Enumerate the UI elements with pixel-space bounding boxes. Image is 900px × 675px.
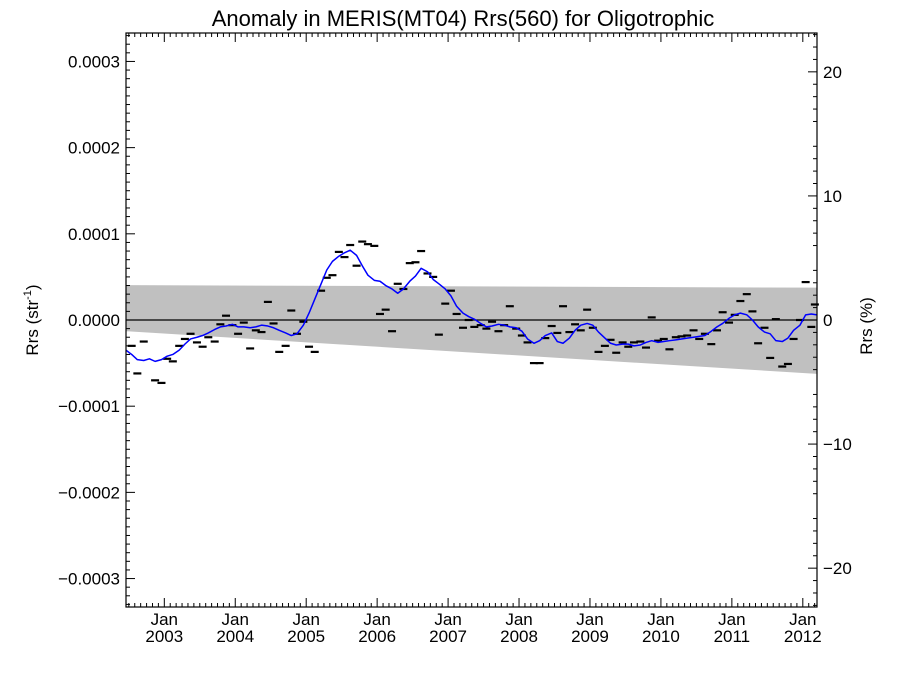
y-left-tick-label: −0.0003: [58, 570, 120, 589]
y-left-tick-label: 0.0002: [68, 139, 120, 158]
monthly-marks-layer: [127, 240, 819, 385]
x-tick-month-label: Jan: [363, 610, 390, 629]
y-right-tick-label: −20: [823, 559, 852, 578]
x-tick-month-label: Jan: [718, 610, 745, 629]
running-mean-line: [125, 249, 818, 363]
x-tick-year-label: 2004: [216, 627, 254, 646]
y-axis-left-label: Rrs (str-1): [22, 284, 42, 355]
x-tick-month-label: Jan: [576, 610, 603, 629]
y-left-tick-label: 0.0003: [68, 52, 120, 71]
x-tick-month-label: Jan: [505, 610, 532, 629]
y-axis-right-label: Rrs (%): [857, 297, 876, 355]
y-right-tick-label: 10: [823, 187, 842, 206]
chart-title: Anomaly in MERIS(MT04) Rrs(560) for Olig…: [212, 6, 714, 31]
x-tick-year-label: 2009: [571, 627, 609, 646]
y-axis-left-label-main: Rrs (str: [23, 300, 42, 356]
x-tick-year-label: 2011: [714, 627, 751, 646]
x-tick-year-label: 2005: [287, 627, 325, 646]
x-tick-month-label: Jan: [647, 610, 674, 629]
x-tick-year-label: 2010: [642, 627, 680, 646]
x-tick-month-label: Jan: [434, 610, 461, 629]
y-left-tick-label: −0.0001: [58, 397, 120, 416]
x-tick-month-label: Jan: [789, 610, 816, 629]
x-tick-year-label: 2008: [500, 627, 538, 646]
y-right-tick-label: 20: [823, 63, 842, 82]
y-axis-left-label-close: ): [23, 284, 42, 290]
x-tick-month-label: Jan: [151, 610, 178, 629]
x-tick-month-label: Jan: [292, 610, 319, 629]
y-left-tick-label: 0.0000: [68, 311, 120, 330]
y-axis-left-label-superscript: -1: [22, 290, 34, 300]
x-tick-month-label: Jan: [222, 610, 249, 629]
y-right-tick-label: −10: [823, 435, 852, 454]
y-right-tick-label: 0: [823, 311, 832, 330]
x-tick-year-label: 2006: [358, 627, 396, 646]
y-left-tick-label: 0.0001: [68, 225, 120, 244]
confidence-band-layer: [126, 285, 817, 374]
x-tick-year-label: 2007: [429, 627, 467, 646]
x-tick-year-label: 2003: [145, 627, 183, 646]
running-mean-layer: [125, 249, 818, 363]
uncertainty-band: [126, 285, 817, 374]
x-tick-year-label: 2012: [784, 627, 822, 646]
y-left-tick-label: −0.0002: [58, 483, 120, 502]
ticks-layer: 0.0003 0.0002 0.0001 0.0000 −0.0001 −0.0002 −0…: [58, 33, 852, 646]
